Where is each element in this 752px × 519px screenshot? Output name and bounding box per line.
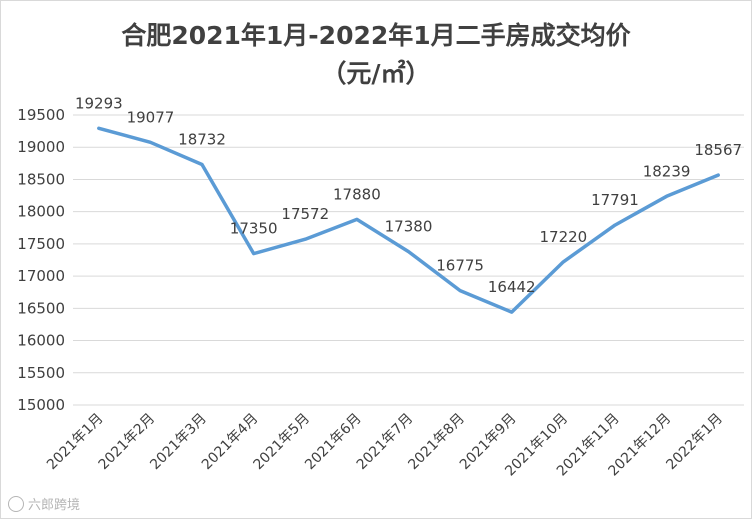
y-tick-label: 16000 bbox=[17, 332, 65, 350]
data-label: 17350 bbox=[230, 220, 278, 238]
data-label: 17572 bbox=[281, 205, 329, 223]
data-label: 17220 bbox=[539, 228, 587, 246]
y-tick-label: 18000 bbox=[17, 203, 65, 221]
x-axis-ticks: 2021年1月2021年2月2021年3月2021年4月2021年5月2021年… bbox=[44, 411, 726, 480]
data-label: 18732 bbox=[178, 130, 226, 148]
y-tick-label: 17500 bbox=[17, 235, 65, 253]
gridlines bbox=[73, 114, 744, 406]
watermark-logo-icon bbox=[8, 496, 24, 512]
chart-title: 合肥2021年1月-2022年1月二手房成交均价 bbox=[121, 21, 631, 50]
y-tick-label: 18500 bbox=[17, 170, 65, 188]
watermark-text: 六郎跨境 bbox=[28, 498, 81, 513]
series-line bbox=[97, 126, 720, 314]
data-label: 16442 bbox=[488, 278, 536, 296]
y-tick-label: 15500 bbox=[17, 364, 65, 382]
data-label: 19077 bbox=[127, 108, 175, 126]
x-tick-label: 2022年1月 bbox=[663, 411, 726, 474]
data-label: 18567 bbox=[694, 141, 742, 159]
data-label: 18239 bbox=[643, 162, 691, 180]
y-tick-label: 19500 bbox=[17, 106, 65, 124]
data-label: 17791 bbox=[591, 191, 639, 209]
data-label: 17380 bbox=[385, 218, 433, 236]
y-tick-label: 17000 bbox=[17, 267, 65, 285]
y-tick-label: 19000 bbox=[17, 138, 65, 156]
y-tick-label: 15000 bbox=[17, 396, 65, 414]
data-label: 17880 bbox=[333, 185, 381, 203]
watermark: 六郎跨境 bbox=[8, 494, 80, 513]
y-axis-ticks: 15000 15500 16000 16500 17000 17500 18000 18500… bbox=[17, 106, 65, 414]
y-tick-label: 16500 bbox=[17, 299, 65, 317]
data-label: 19293 bbox=[75, 94, 123, 112]
chart-subtitle: （元/㎡） bbox=[321, 59, 431, 88]
data-label: 16775 bbox=[436, 257, 484, 275]
series-line-group bbox=[97, 126, 720, 314]
